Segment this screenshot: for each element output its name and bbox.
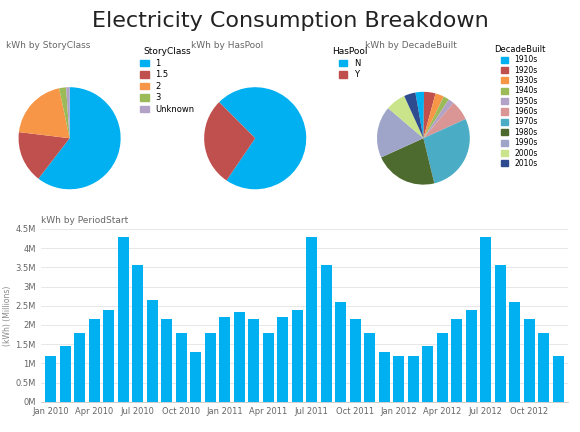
Bar [45,356,56,402]
Wedge shape [59,87,70,138]
Wedge shape [19,88,70,138]
Bar [132,265,143,402]
Text: kWh by PeriodStart: kWh by PeriodStart [41,216,128,225]
Bar [350,319,361,402]
Bar [147,300,158,402]
Wedge shape [423,96,449,138]
Bar [379,352,390,402]
Bar [466,310,477,402]
Y-axis label: (kWh) (Millions): (kWh) (Millions) [3,285,12,346]
Bar [509,302,520,402]
Wedge shape [377,108,423,157]
Bar [277,317,288,402]
Text: kWh by StoryClass: kWh by StoryClass [6,41,90,50]
Wedge shape [423,93,444,138]
Bar [292,310,303,402]
Wedge shape [66,87,70,138]
Bar [495,265,506,402]
Legend: 1910s, 1920s, 1930s, 1940s, 1950s, 1960s, 1970s, 1980s, 1990s, 2000s, 2010s: 1910s, 1920s, 1930s, 1940s, 1950s, 1960s… [494,45,545,168]
Bar [176,333,187,402]
Bar [422,346,433,402]
Bar [480,237,491,402]
Text: kWh by HasPool: kWh by HasPool [191,41,264,50]
Wedge shape [423,103,466,138]
Bar [248,319,259,402]
Wedge shape [204,102,255,181]
Bar [161,319,172,402]
Bar [538,333,549,402]
Bar [205,333,216,402]
Bar [118,237,129,402]
Bar [335,302,346,402]
Bar [89,319,100,402]
Wedge shape [423,92,436,138]
Wedge shape [38,87,121,189]
Bar [524,319,535,402]
Bar [60,346,71,402]
Bar [321,265,332,402]
Text: Electricity Consumption Breakdown: Electricity Consumption Breakdown [92,11,488,31]
Bar [190,352,201,402]
Wedge shape [423,119,470,183]
Bar [437,333,448,402]
Bar [306,237,317,402]
Wedge shape [381,138,434,184]
Bar [364,333,375,402]
Bar [103,310,114,402]
Text: kWh by DecadeBuilt: kWh by DecadeBuilt [365,41,457,50]
Wedge shape [404,92,423,138]
Bar [219,317,230,402]
Bar [451,319,462,402]
Legend: 1, 1.5, 2, 3, Unknown: 1, 1.5, 2, 3, Unknown [140,48,195,114]
Wedge shape [388,96,423,138]
Bar [234,311,245,402]
Bar [408,356,419,402]
Legend: N, Y: N, Y [332,48,367,79]
Bar [263,333,274,402]
Bar [393,356,404,402]
Wedge shape [219,87,306,189]
Wedge shape [423,99,454,138]
Wedge shape [415,92,424,138]
Bar [553,356,564,402]
Bar [74,333,85,402]
Wedge shape [19,132,70,179]
